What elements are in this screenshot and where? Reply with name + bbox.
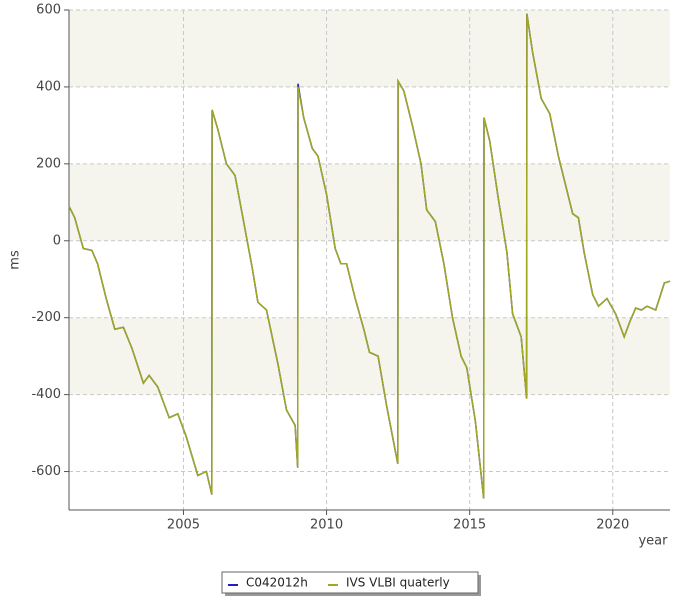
plot-area bbox=[69, 10, 670, 510]
legend-label: C042012h bbox=[246, 576, 308, 590]
series-line bbox=[68, 13, 671, 499]
y-tick-label: 400 bbox=[36, 79, 61, 94]
y-tick-label: -400 bbox=[31, 387, 61, 402]
x-axis-label: year bbox=[638, 534, 668, 549]
x-tick-label: 2015 bbox=[453, 518, 486, 533]
legend-label: IVS VLBI quaterly bbox=[346, 576, 450, 590]
y-tick-label: 600 bbox=[36, 3, 61, 18]
x-tick-label: 2010 bbox=[310, 518, 343, 533]
y-tick-label: -600 bbox=[31, 464, 61, 479]
y-tick-label: 200 bbox=[36, 156, 61, 171]
grid-band bbox=[69, 317, 670, 395]
grid-band bbox=[69, 10, 670, 87]
y-axis-label: ms bbox=[8, 250, 23, 270]
y-tick-label: 0 bbox=[53, 233, 61, 248]
legend bbox=[221, 571, 479, 594]
x-tick-label: 2020 bbox=[596, 518, 629, 533]
x-tick-label: 2005 bbox=[167, 518, 200, 533]
y-tick-label: -200 bbox=[31, 310, 61, 325]
